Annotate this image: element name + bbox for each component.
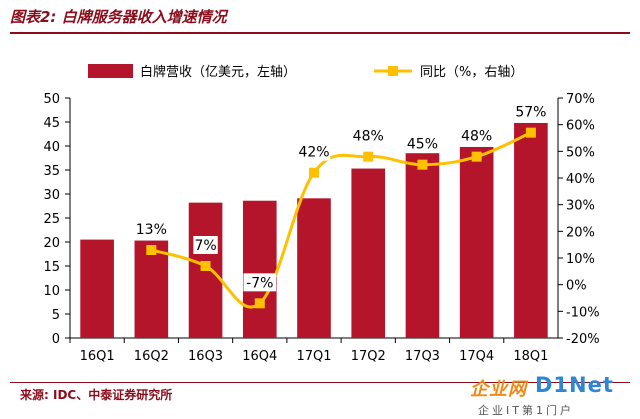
data-labels: 13% 7% -7% 42% 48% 45% 48% 57% (135, 102, 548, 292)
yoy-point (309, 167, 319, 178)
left-tick-label: 5 (52, 308, 60, 323)
left-tick-label: 30 (43, 188, 60, 203)
x-tick-label: 16Q3 (188, 349, 223, 364)
x-tick-label: 18Q1 (513, 349, 548, 364)
watermark-brand-en: D1Net (535, 373, 614, 397)
right-tick-label: -10% (566, 305, 600, 320)
left-tick-label: 0 (52, 332, 60, 347)
bar (134, 240, 169, 338)
left-tick-label: 50 (43, 92, 60, 107)
bar (514, 122, 548, 339)
left-tick-label: 15 (43, 260, 60, 275)
right-tick-label: 70% (566, 92, 595, 107)
source-note: 来源: IDC、中泰证券研究所 (20, 388, 173, 402)
legend: 白牌营收（亿美元，左轴） 同比（%，右轴） (88, 64, 523, 80)
data-label: 48% (461, 129, 492, 145)
bar-series (80, 122, 548, 339)
yoy-point (254, 298, 265, 309)
right-tick-label: 50% (566, 145, 595, 160)
data-label-bg (406, 134, 439, 153)
left-tick-label: 40 (43, 140, 60, 155)
bar (459, 146, 494, 338)
data-label: 13% (136, 222, 167, 238)
yoy-point (525, 127, 536, 138)
x-tick-label: 16Q2 (134, 349, 169, 364)
yoy-point (200, 261, 211, 271)
left-tick-label: 10 (43, 284, 60, 299)
x-tick-label: 16Q1 (80, 349, 115, 364)
legend-line-label: 同比（%，右轴） (420, 65, 523, 80)
right-tick-label: 0% (566, 279, 587, 294)
yoy-point (363, 151, 374, 162)
right-tick-label: 30% (566, 199, 595, 214)
data-label-bg (460, 126, 493, 145)
x-tick-label: 17Q2 (351, 349, 386, 364)
left-tick-label: 20 (43, 236, 60, 251)
data-label: 57% (515, 105, 546, 121)
yoy-point (417, 159, 428, 170)
x-tick-label: 17Q3 (405, 349, 440, 364)
right-tick-label: 20% (566, 225, 595, 240)
x-tick-label: 17Q4 (459, 349, 494, 364)
left-tick-label: 45 (43, 116, 60, 131)
line-series (146, 127, 536, 309)
data-label-bg (297, 142, 331, 161)
watermark-tagline: 企业IT第1门户 (478, 404, 574, 417)
right-tick-label: 10% (566, 252, 595, 267)
left-tick-label: 35 (43, 164, 60, 179)
data-label: 42% (298, 145, 329, 161)
yoy-line (150, 131, 532, 309)
data-label-bg (243, 273, 277, 292)
left-tick-label: 25 (43, 212, 60, 227)
data-label-bg (135, 220, 168, 238)
bar (80, 239, 114, 338)
bar (351, 168, 386, 338)
axes: 0 5 10 15 20 25 30 35 40 45 50 -20% -10% 0% 10% 20% 30% 4… (43, 92, 599, 364)
legend-bar-swatch (88, 64, 133, 78)
data-label: -7% (246, 275, 273, 291)
data-label: 48% (353, 129, 384, 145)
figure-title: 图表2: 白牌服务器收入增速情况 (10, 8, 227, 26)
bar (242, 200, 277, 338)
right-tick-label: 40% (566, 172, 595, 187)
bar (297, 198, 331, 338)
data-label-bg (514, 102, 548, 121)
watermark-brand-cn: 企业网 (470, 379, 527, 400)
bar (405, 153, 440, 338)
chart: 0 5 10 15 20 25 30 35 40 45 50 -20% -10% 0% 10% 20% 30% 4… (43, 64, 600, 364)
title-rule (10, 32, 630, 34)
data-label-bg (193, 236, 218, 254)
source-rule (10, 382, 630, 383)
x-tick-label: 16Q4 (242, 349, 277, 364)
legend-bar-label: 白牌营收（亿美元，左轴） (140, 64, 296, 80)
right-tick-label: -20% (566, 332, 600, 347)
data-label-bg (351, 126, 385, 145)
right-tick-label: 60% (566, 119, 595, 134)
data-label: 45% (407, 137, 438, 153)
yoy-point (471, 151, 482, 162)
legend-line-marker (388, 66, 398, 76)
data-label: 7% (194, 238, 216, 254)
yoy-point (146, 245, 157, 255)
x-tick-label: 17Q1 (296, 349, 331, 364)
